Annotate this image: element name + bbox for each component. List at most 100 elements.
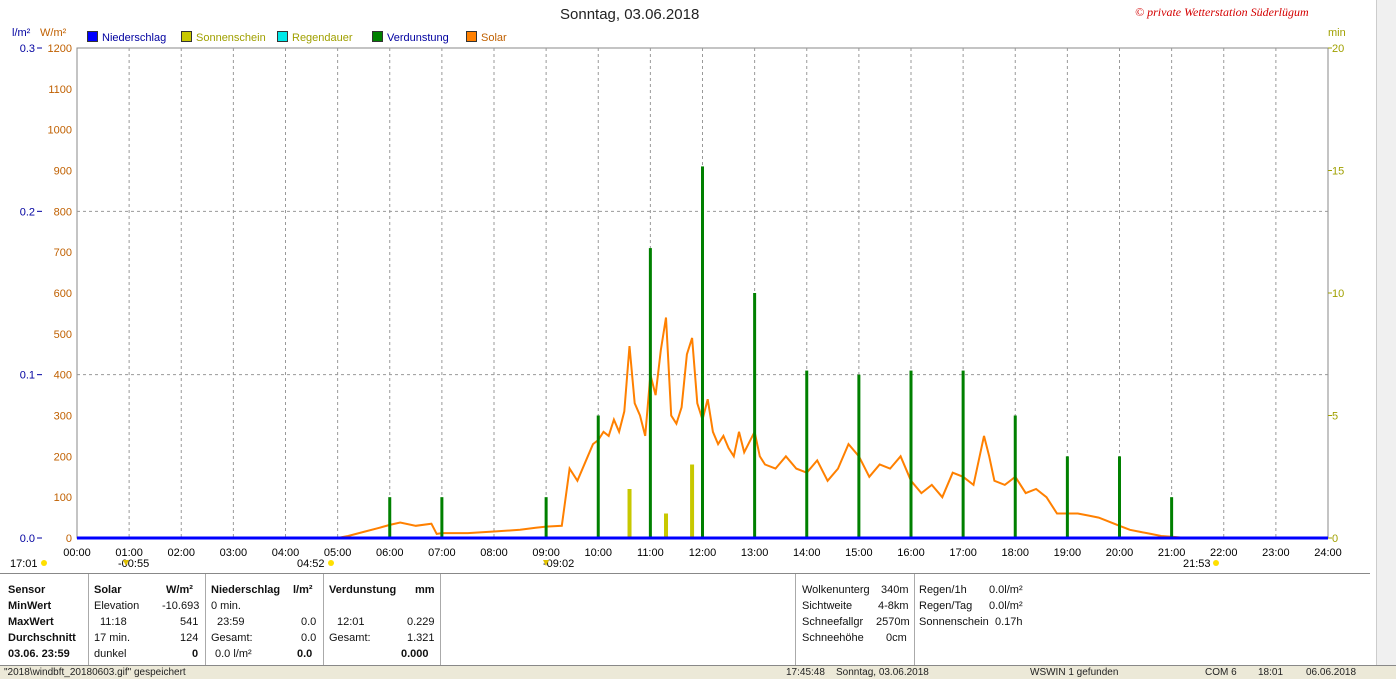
legend-label: Sonnenschein xyxy=(196,32,266,44)
evaporation-bar xyxy=(1170,497,1174,538)
x-tick-label: 23:00 xyxy=(1262,547,1290,559)
legend-sonnenschein: Sonnenschein xyxy=(181,31,266,44)
sun-marker-icon xyxy=(1213,560,1219,566)
sunshine-bar xyxy=(664,513,669,538)
y-tick-solar: 900 xyxy=(54,166,72,178)
solar-row2-label: 11:18 xyxy=(100,616,127,628)
y-tick-precip: 0.3 xyxy=(20,43,35,55)
sunrise-label: 04:52 xyxy=(297,558,325,570)
sunset-prev-label: 17:01 xyxy=(10,558,38,570)
y-tick-solar: 800 xyxy=(54,206,72,218)
weather-extra-column: Wolkenunterg 340m Sichtweite 4-8km Schne… xyxy=(795,574,915,666)
precip-head: Niederschlag xyxy=(211,584,281,596)
x-tick-label: 01:00 xyxy=(115,547,143,559)
solar-line xyxy=(77,317,1198,539)
evap-head: Verdunstung xyxy=(329,584,397,596)
legend-label: Niederschlag xyxy=(102,32,167,44)
wolken-label: Wolkenunterg xyxy=(802,584,870,596)
x-tick-label: 14:00 xyxy=(793,547,821,559)
legend-solar: Solar xyxy=(466,31,507,44)
solar-head: Solar xyxy=(94,584,122,596)
status-today: 06.06.2018 xyxy=(1306,667,1357,678)
marker-triangle-icon xyxy=(123,560,129,566)
schneehoehe-value: 0cm xyxy=(886,632,907,644)
x-tick-label: 24:00 xyxy=(1314,547,1342,559)
regentag-label: Regen/Tag xyxy=(919,600,973,612)
unit-precip: l/m² xyxy=(12,27,31,39)
solar-row4-value: 0 xyxy=(192,648,199,660)
y-tick-minutes: 10 xyxy=(1332,288,1344,300)
evaporation-bar xyxy=(596,415,600,538)
sonnenschein-value: 0.17h xyxy=(995,616,1023,628)
y-tick-solar: 600 xyxy=(54,288,72,300)
sicht-value: 4-8km xyxy=(878,600,909,612)
stats-panel: Sensor MinWert MaxWert Durchschnitt 03.0… xyxy=(0,573,1370,666)
durchschnitt-label: Durchschnitt xyxy=(8,632,76,644)
regen1h-value: 0.0l/m² xyxy=(989,584,1023,596)
x-tick-label: 09:00 xyxy=(532,547,560,559)
y-tick-solar: 500 xyxy=(54,329,72,341)
legend-label: Solar xyxy=(481,32,507,44)
timestamp-label: 03.06. 23:59 xyxy=(8,648,70,660)
precip-row4-label: 0.0 l/m² xyxy=(215,648,252,660)
x-tick-label: 19:00 xyxy=(1054,547,1082,559)
vertical-scrollbar[interactable] xyxy=(1376,0,1396,665)
sun-marker-icon xyxy=(41,560,47,566)
sunshine-bar xyxy=(690,464,695,538)
regentag-value: 0.0l/m² xyxy=(989,600,1023,612)
wolken-value: 340m xyxy=(881,584,909,596)
evaporation-bar xyxy=(1013,415,1017,538)
status-clock: 18:01 xyxy=(1258,667,1284,678)
evaporation-bar xyxy=(701,166,704,538)
y-tick-solar: 400 xyxy=(54,370,72,382)
precip-column: Niederschlag l/m² 0 min. 23:59 0.0 Gesam… xyxy=(205,574,324,666)
x-tick-label: 16:00 xyxy=(897,547,925,559)
x-tick-label: 18:00 xyxy=(1001,547,1029,559)
evaporation-bar xyxy=(961,370,965,538)
status-bar: "2018\windbft_20180603.gif" gespeichert … xyxy=(0,665,1396,679)
precip-unit: l/m² xyxy=(293,584,313,596)
precip-row2-label: 23:59 xyxy=(217,616,245,628)
schneehoehe-label: Schneehöhe xyxy=(802,632,864,644)
evaporation-bar xyxy=(440,497,444,538)
status-date: Sonntag, 03.06.2018 xyxy=(836,667,929,678)
solar-row3-value: 124 xyxy=(180,632,199,644)
x-tick-label: 04:00 xyxy=(272,547,300,559)
evaporation-bar xyxy=(1065,456,1069,538)
solar-row1-label: Elevation xyxy=(94,600,140,612)
y-tick-precip: 0.0 xyxy=(20,533,35,545)
evaporation-bar xyxy=(1118,456,1121,538)
minwert-label: MinWert xyxy=(8,600,52,612)
y-tick-minutes: 15 xyxy=(1332,166,1344,178)
legend-swatch xyxy=(277,31,288,42)
evaporation-bar xyxy=(753,293,757,538)
solar-column: Solar W/m² Elevation -10.693 11:18 541 1… xyxy=(88,574,206,666)
x-tick-label: 21:00 xyxy=(1158,547,1186,559)
status-port: COM 6 xyxy=(1205,667,1237,678)
x-tick-label: 05:00 xyxy=(324,547,352,559)
legend-verdunstung: Verdunstung xyxy=(372,31,449,44)
chart-title: Sonntag, 03.06.2018 xyxy=(560,6,700,23)
y-tick-solar: 1200 xyxy=(48,43,72,55)
noon-marker-label: -09:02 xyxy=(543,558,574,570)
x-tick-label: 11:00 xyxy=(637,547,664,559)
y-tick-precip: 0.2 xyxy=(20,206,35,218)
y-tick-minutes: 0 xyxy=(1332,533,1338,545)
weather-chart: 00:00 01:00 02:00 03:00 04:00 05:00 06:00 07:00… xyxy=(10,43,1344,570)
y-tick-solar: 0 xyxy=(66,533,72,545)
schneefall-label: Schneefallgr xyxy=(802,616,864,628)
sunset-label: 21:53 xyxy=(1183,558,1211,570)
x-tick-label: 22:00 xyxy=(1210,547,1238,559)
precip-row4-value: 0.0 xyxy=(297,648,313,660)
legend-regendauer: Regendauer xyxy=(277,31,353,44)
y-tick-minutes: 20 xyxy=(1332,43,1344,55)
x-tick-label: 08:00 xyxy=(480,547,508,559)
moon-marker-label: -00:55 xyxy=(118,558,149,570)
rain-extra-column: Regen/1h 0.0l/m² Regen/Tag 0.0l/m² Sonne… xyxy=(913,574,1033,666)
solar-row4-label: dunkel xyxy=(94,648,127,660)
evap-column: Verdunstung mm 12:01 0.229 Gesamt: 1.321… xyxy=(323,574,441,666)
unit-solar: W/m² xyxy=(40,27,67,39)
y-tick-solar: 700 xyxy=(54,247,72,259)
x-tick-label: 13:00 xyxy=(741,547,769,559)
solar-row2-value: 541 xyxy=(180,616,199,628)
